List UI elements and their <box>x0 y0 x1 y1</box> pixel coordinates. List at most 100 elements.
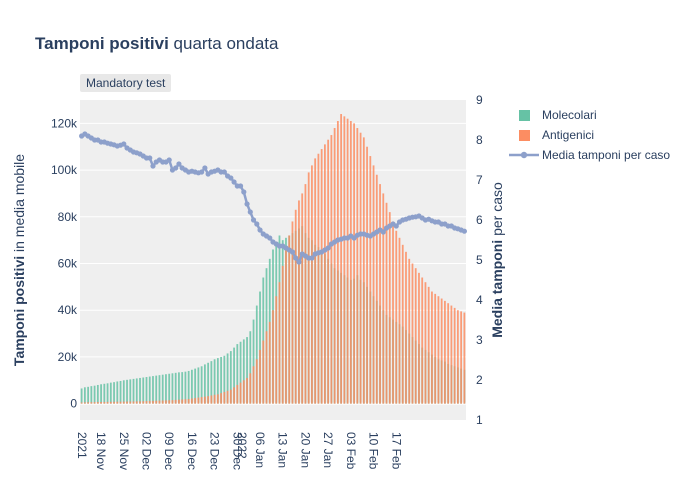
point-media <box>150 163 156 169</box>
bar-antigenici <box>171 400 174 404</box>
bar-molecolari <box>100 384 102 404</box>
y-left-tick-label: 100k <box>51 163 78 177</box>
bar-molecolari <box>207 362 210 404</box>
point-media <box>147 155 153 161</box>
x-tick-label: 06 Jan <box>253 432 267 468</box>
bar-molecolari <box>126 379 128 404</box>
chart-title: Tamponi positivi quarta ondata <box>35 34 278 54</box>
bar-antigenici <box>460 311 463 404</box>
bar-antigenici <box>87 402 90 404</box>
bar-molecolari <box>129 379 132 404</box>
point-media <box>199 169 205 175</box>
bar-antigenici <box>184 399 187 404</box>
point-media <box>325 245 331 251</box>
bar-molecolari <box>145 377 148 404</box>
bar-antigenici <box>333 128 336 404</box>
legend-label-antigenici: Antigenici <box>542 128 595 142</box>
bar-antigenici <box>301 193 304 404</box>
x-tick-label: 27 Jan <box>321 432 335 468</box>
point-media <box>176 161 182 167</box>
bar-antigenici <box>168 400 171 404</box>
y-right-tick-label: 3 <box>476 333 483 347</box>
bar-antigenici <box>174 399 177 404</box>
bar-antigenici <box>103 401 106 404</box>
bar-antigenici <box>181 399 184 404</box>
bar-antigenici <box>375 174 378 404</box>
point-media <box>247 209 253 215</box>
bar-antigenici <box>353 123 355 404</box>
line-series <box>79 131 467 265</box>
bar-antigenici <box>369 156 372 404</box>
bar-molecolari <box>165 374 167 404</box>
point-media <box>237 183 244 189</box>
bar-antigenici <box>424 282 427 404</box>
bar-antigenici <box>259 349 261 404</box>
point-media <box>254 221 260 227</box>
x-ticks: 2021 18 Nov 25 Nov 02 Dec 09 Dec 16 Dec 23 Dec… <box>75 432 403 470</box>
bar-antigenici <box>187 398 190 404</box>
bar-antigenici <box>197 397 200 404</box>
y-right-tick-label: 1 <box>476 413 483 427</box>
bar-antigenici <box>239 382 242 404</box>
y-right-tick-label: 5 <box>476 253 483 267</box>
legend-item-molecolari[interactable]: Molecolari <box>506 105 670 125</box>
bar-antigenici <box>220 393 222 404</box>
y-left-tick-label: 20k <box>58 350 78 364</box>
bar-antigenici <box>330 135 333 404</box>
point-media <box>393 223 399 229</box>
bar-molecolari <box>168 373 171 404</box>
bar-molecolari <box>220 356 222 404</box>
bar-antigenici <box>142 401 145 404</box>
bar-antigenici <box>165 400 167 404</box>
bar-molecolari <box>158 375 161 404</box>
bar-antigenici <box>392 221 394 404</box>
bar-antigenici <box>447 303 450 404</box>
bar-molecolari <box>152 376 154 404</box>
bar-antigenici <box>463 312 466 404</box>
bar-molecolari <box>259 291 261 404</box>
bar-antigenici <box>216 394 219 404</box>
bar-molecolari <box>96 384 99 404</box>
legend: Molecolari Antigenici Media tamponi per … <box>506 105 670 165</box>
bar-antigenici <box>90 402 93 404</box>
bar-antigenici <box>265 331 268 404</box>
bar-antigenici <box>242 380 245 404</box>
bar-molecolari <box>194 368 197 404</box>
bar-antigenici <box>275 296 278 404</box>
bar-antigenici <box>139 401 141 404</box>
point-media <box>202 165 208 171</box>
bar-antigenici <box>398 237 401 404</box>
bar-molecolari <box>226 353 229 404</box>
chart-title-rest: quarta ondata <box>168 34 279 53</box>
bar-molecolari <box>87 386 90 404</box>
y-right-ticks: 1 2 3 4 5 6 7 8 9 <box>476 93 483 427</box>
bar-antigenici <box>129 401 132 404</box>
bar-antigenici <box>194 398 197 404</box>
bar-molecolari <box>191 369 193 404</box>
bar-antigenici <box>340 114 343 404</box>
point-media <box>241 189 247 195</box>
point-media <box>296 259 302 265</box>
legend-item-media[interactable]: Media tamponi per caso <box>506 145 670 165</box>
bar-antigenici <box>336 121 339 404</box>
bar-molecolari <box>187 370 190 404</box>
bar-antigenici <box>385 202 388 404</box>
bar-molecolari <box>223 355 226 404</box>
bar-molecolari <box>135 378 138 404</box>
point-media <box>121 141 127 147</box>
bar-antigenici <box>405 251 407 404</box>
bar-molecolari <box>216 358 219 404</box>
bar-molecolari <box>249 331 252 404</box>
bar-antigenici <box>421 277 424 404</box>
bar-antigenici <box>210 395 213 404</box>
bar-antigenici <box>113 401 115 404</box>
bar-molecolari <box>161 374 164 404</box>
bar-antigenici <box>418 272 420 404</box>
bar-antigenici <box>307 172 310 404</box>
bar-antigenici <box>291 221 294 404</box>
bar-antigenici <box>362 137 365 404</box>
legend-item-antigenici[interactable]: Antigenici <box>506 125 670 145</box>
bar-molecolari <box>103 383 106 404</box>
bar-antigenici <box>132 401 135 404</box>
bar-antigenici <box>324 144 326 404</box>
